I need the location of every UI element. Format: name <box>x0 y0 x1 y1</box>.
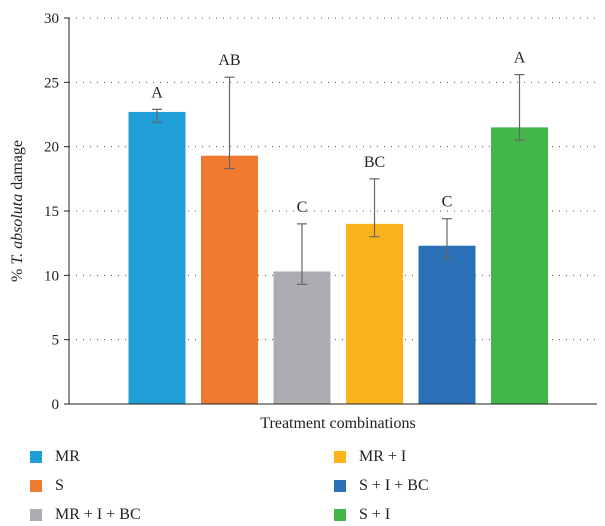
bar <box>201 155 258 404</box>
legend-label: MR + I <box>359 448 407 465</box>
legend-label: MR <box>55 448 80 465</box>
y-axis-title: % T. absoluta damage <box>9 140 26 282</box>
y-tick-label: 10 <box>44 268 59 284</box>
legend-label: S + I + BC <box>359 477 429 494</box>
y-tick-label: 15 <box>44 204 59 220</box>
legend-swatch <box>30 509 42 521</box>
legend-swatch <box>30 480 42 492</box>
legend-label: S <box>55 477 64 494</box>
legend-swatch <box>334 480 346 492</box>
y-tick-label: 5 <box>52 333 60 349</box>
legend-item: MR + I <box>334 448 406 466</box>
legend-item: MR + I + BC <box>30 506 141 524</box>
x-axis-title: Treatment combinations <box>260 415 415 432</box>
y-axis-title-suffix: damage <box>9 140 26 194</box>
bar-chart: A AB C BC C A 0 5 10 15 20 25 30 Treatment combinat… <box>9 11 597 432</box>
y-tick-label: 0 <box>52 397 60 413</box>
y-tick-label: 25 <box>44 75 59 91</box>
y-axis-title-species: T. absoluta <box>9 194 26 265</box>
legend-item: MR <box>30 448 80 466</box>
y-tick-label: 20 <box>44 140 59 156</box>
bar <box>346 223 403 404</box>
error-bars <box>152 74 525 285</box>
bar <box>491 127 548 404</box>
significance-label: BC <box>364 154 385 171</box>
significance-label: AB <box>218 52 240 69</box>
bar <box>418 245 476 404</box>
legend-swatch <box>30 451 42 463</box>
legend-swatch <box>334 451 346 463</box>
legend-label: MR + I + BC <box>55 506 141 523</box>
significance-label: C <box>442 194 453 211</box>
significance-label: A <box>151 84 163 101</box>
y-axis-title-prefix: % <box>9 265 26 282</box>
bars <box>128 111 548 404</box>
legend-item: S + I <box>334 506 390 524</box>
y-tick-label: 30 <box>44 11 59 27</box>
legend-item: S <box>30 477 64 495</box>
legend-swatch <box>334 509 346 521</box>
legend-item: S + I + BC <box>334 477 429 495</box>
axes: 0 5 10 15 20 25 30 <box>44 11 597 413</box>
significance-labels: A AB C BC C A <box>151 50 526 216</box>
bar <box>128 111 186 404</box>
significance-label: A <box>514 50 526 67</box>
legend-label: S + I <box>359 506 391 523</box>
significance-label: C <box>297 199 308 216</box>
bar <box>273 271 331 404</box>
